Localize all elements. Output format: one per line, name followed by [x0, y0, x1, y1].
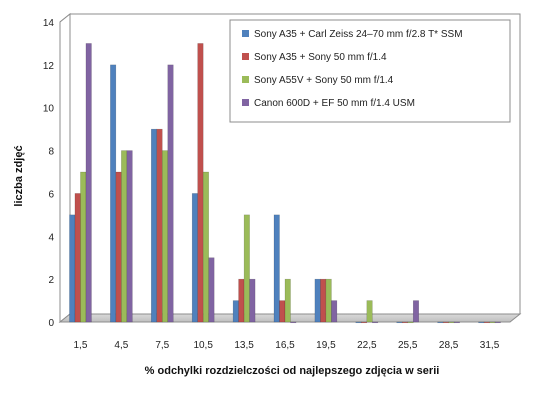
legend: Sony A35 + Carl Zeiss 24–70 mm f/2.8 T* …: [229, 19, 511, 123]
bar: [115, 171, 122, 323]
bar: [361, 321, 368, 324]
bar: [489, 321, 496, 324]
bars: [69, 43, 501, 324]
legend-swatch: [242, 53, 249, 60]
bar: [85, 43, 92, 323]
bar: [273, 214, 280, 323]
bar: [494, 321, 501, 324]
legend-swatch: [242, 99, 249, 106]
bar: [208, 257, 215, 323]
bar: [331, 300, 338, 323]
bar: [355, 321, 362, 324]
bar: [191, 193, 198, 323]
bar: [156, 128, 163, 323]
bar: [202, 171, 209, 323]
x-axis-label: % odchylki rozdzielczości od najlepszego…: [145, 365, 440, 377]
bar: [151, 128, 158, 323]
legend-entry: Sony A35 + Sony 50 mm f/1.4: [254, 52, 387, 63]
x-tick-label: 25,5: [398, 340, 418, 351]
bar: [232, 300, 239, 323]
x-tick-label: 10,5: [193, 340, 213, 351]
bar: [167, 64, 174, 323]
x-tick-label: 1,5: [74, 340, 88, 351]
x-tick-label: 31,5: [480, 340, 500, 351]
y-tick-label: 4: [48, 232, 54, 243]
bar: [372, 321, 379, 324]
bar: [437, 321, 444, 324]
bar: [483, 321, 490, 324]
bar: [284, 278, 291, 323]
bar: [74, 193, 81, 323]
legend-swatch: [242, 30, 249, 37]
bar: [407, 321, 414, 324]
bar: [126, 150, 133, 323]
bar: [412, 300, 419, 323]
legend-swatch: [242, 76, 249, 83]
bar: [197, 43, 204, 323]
y-tick-label: 14: [43, 18, 55, 29]
y-tick-label: 0: [48, 318, 54, 329]
x-tick-label: 22,5: [357, 340, 377, 351]
bar: [279, 300, 286, 323]
bar: [69, 214, 76, 323]
bar: [80, 171, 87, 323]
x-tick-label: 7,5: [155, 340, 169, 351]
x-tick-label: 19,5: [316, 340, 336, 351]
y-axis-label: liczba zdjęć: [13, 145, 25, 206]
bar: [366, 300, 373, 323]
bar: [121, 150, 128, 323]
bar: [243, 214, 250, 323]
x-tick-label: 28,5: [439, 340, 459, 351]
bar: [442, 321, 449, 324]
bar: [453, 321, 460, 324]
bar: [110, 64, 117, 323]
bar: [314, 278, 321, 323]
bar: [290, 321, 297, 324]
x-tick-label: 4,5: [114, 340, 128, 351]
x-tick-labels: 1,5 4,5 7,5 10,5 13,5 16,5 19,5 22,5 25,5 28,5 31,…: [74, 340, 500, 351]
bar: [249, 278, 256, 323]
bar: [162, 150, 169, 323]
bar: [325, 278, 332, 323]
y-tick-labels: 0 2 4 6 8 10 12 14: [43, 18, 55, 329]
legend-entry: Sony A35 + Carl Zeiss 24–70 mm f/2.8 T* …: [254, 29, 463, 40]
legend-entry: Canon 600D + EF 50 mm f/1.4 USM: [254, 98, 415, 109]
bar: [238, 278, 245, 323]
y-tick-label: 8: [48, 147, 54, 158]
bar: [478, 321, 485, 324]
bar: [396, 321, 403, 324]
y-tick-label: 2: [48, 275, 54, 286]
legend-entry: Sony A55V + Sony 50 mm f/1.4: [254, 75, 394, 86]
side-wall: [59, 12, 71, 324]
y-tick-label: 6: [48, 189, 54, 200]
legend-box: [229, 19, 511, 123]
bar: [401, 321, 408, 324]
x-tick-label: 13,5: [234, 340, 254, 351]
bar: [448, 321, 455, 324]
y-tick-label: 12: [43, 61, 55, 72]
y-tick-label: 10: [43, 104, 55, 115]
x-tick-label: 16,5: [275, 340, 295, 351]
bar: [320, 278, 327, 323]
